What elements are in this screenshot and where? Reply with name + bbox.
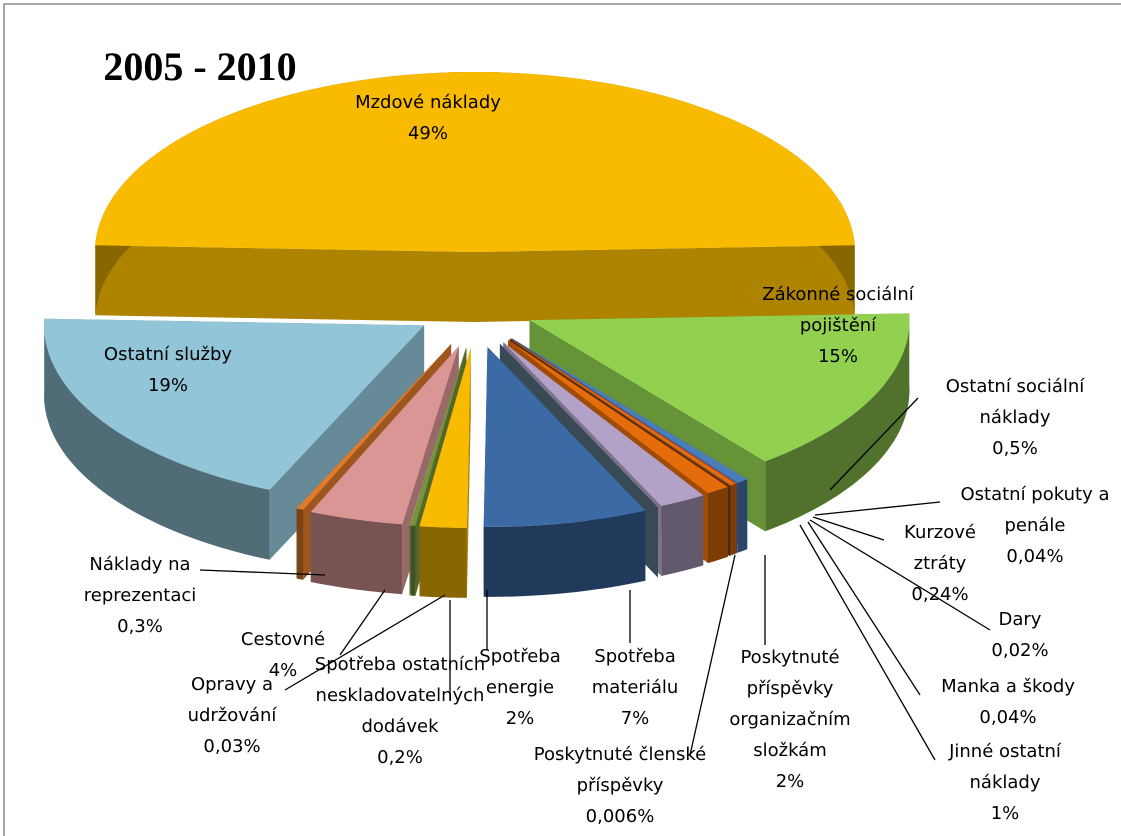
value-label: 2% — [506, 708, 535, 729]
slice-side — [736, 483, 737, 554]
value-label: 0,006% — [586, 806, 655, 827]
slice-top — [409, 347, 467, 526]
slice-top — [511, 338, 748, 483]
chart-border — [3, 3, 1121, 836]
slice-top — [510, 338, 736, 486]
slice-top — [296, 344, 452, 510]
slice-side — [765, 313, 910, 532]
slice-side — [731, 483, 736, 556]
leader-line — [829, 397, 919, 491]
slice-side — [310, 512, 403, 595]
slice-side — [729, 485, 731, 556]
slice-label: Poskytnuté příspěvky organizačním složkám — [729, 647, 850, 761]
slice-label: Ostatní pokuty a penále — [960, 484, 1109, 536]
value-label: 0,2% — [377, 747, 423, 768]
leader-line — [284, 594, 446, 691]
slice-side — [737, 479, 748, 553]
slice-side — [708, 486, 728, 564]
value-label: 0,04% — [979, 707, 1036, 728]
leader-line — [689, 554, 736, 756]
slice-label: Náklady na reprezentaci — [84, 554, 197, 606]
value-label: 15% — [818, 346, 858, 367]
value-label: 4% — [269, 660, 298, 681]
slice-side — [44, 318, 270, 560]
slice-top — [483, 347, 646, 527]
slice-top — [499, 343, 658, 508]
slice-top — [503, 342, 704, 506]
leader-line — [809, 519, 991, 631]
slice-label: Manka a škody — [941, 676, 1075, 697]
leader-line — [812, 516, 885, 541]
value-label: 0,03% — [203, 736, 260, 757]
value-label: 0,24% — [911, 584, 968, 605]
value-label: 0,02% — [991, 640, 1048, 661]
leader-line — [199, 569, 326, 576]
leader-line — [807, 521, 921, 696]
slice-label: Spotřeba ostatních neskladovatelných dodáv… — [315, 654, 485, 737]
slice-top — [95, 72, 855, 252]
slice-radial-side — [475, 245, 855, 322]
slice-side — [419, 526, 467, 598]
slice-label: Opravy a udržování — [188, 674, 278, 726]
slice — [483, 347, 646, 597]
slice-top — [310, 346, 459, 525]
slice-label: Cestovné — [241, 629, 325, 650]
slice — [95, 72, 855, 322]
slice-top — [529, 313, 910, 462]
slice-label: Spotřeba materiálu — [592, 646, 679, 698]
slice-radial-side — [95, 245, 476, 322]
slice-label: Ostatní služby — [104, 344, 232, 365]
value-label: 1% — [991, 803, 1020, 824]
slice-label: Poskytnuté členské příspěvky — [534, 744, 706, 796]
slice-side — [410, 525, 416, 596]
value-label: 0,04% — [1006, 546, 1063, 567]
slice-label: Dary — [999, 609, 1042, 630]
value-label: 0,3% — [117, 616, 163, 637]
slice-label: Spotřeba energie — [479, 646, 560, 698]
slice-side — [661, 495, 704, 576]
slice — [419, 347, 471, 598]
slice-label: Ostatní sociální náklady — [946, 376, 1086, 428]
value-label: 19% — [148, 375, 188, 396]
value-label: 49% — [408, 123, 448, 144]
chart-title: 2005 - 2010 — [103, 44, 296, 89]
slice-top — [510, 338, 737, 484]
slice-label: Mzdové náklady — [355, 92, 501, 113]
value-label: 7% — [621, 708, 650, 729]
slice-top — [509, 339, 731, 486]
slice-side — [409, 525, 411, 596]
slice-label: Jinné ostatní náklady — [948, 741, 1062, 793]
slice-label: Zákonné sociální pojištění — [762, 284, 914, 336]
slice-top — [508, 340, 728, 494]
slice-side — [296, 508, 304, 580]
slice-label: Kurzové ztráty — [904, 522, 976, 574]
slice-top — [44, 318, 425, 490]
leader-line — [814, 501, 941, 516]
slice-top — [419, 347, 471, 528]
leader-line — [799, 524, 936, 761]
value-label: 2% — [776, 771, 805, 792]
leader-line — [339, 589, 386, 656]
slice-side — [483, 510, 646, 597]
slice-top — [410, 347, 467, 526]
slice-top — [509, 339, 731, 486]
value-label: 0,5% — [992, 438, 1038, 459]
